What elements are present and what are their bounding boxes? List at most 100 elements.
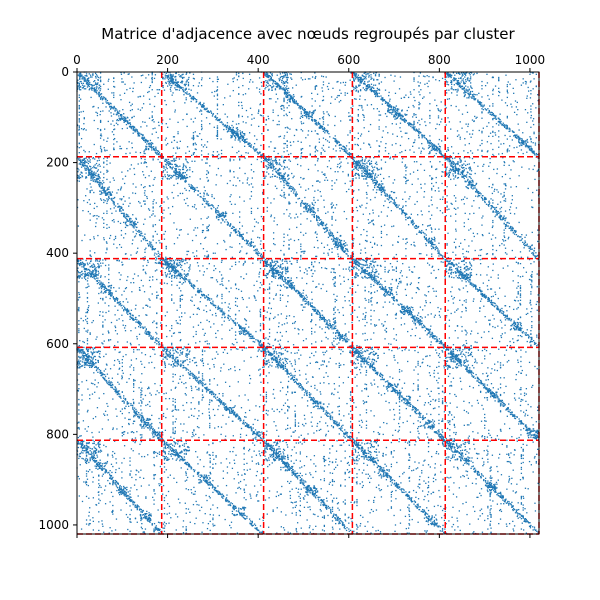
adjacency-point — [314, 190, 316, 192]
adjacency-point — [91, 175, 94, 177]
adjacency-point — [152, 246, 154, 248]
adjacency-point — [250, 212, 253, 215]
adjacency-point — [364, 76, 367, 79]
adjacency-point — [535, 73, 537, 75]
adjacency-point — [80, 74, 82, 76]
adjacency-point — [91, 189, 93, 191]
adjacency-point — [501, 152, 504, 155]
adjacency-point — [170, 82, 172, 85]
adjacency-point — [88, 77, 90, 79]
adjacency-point — [201, 229, 204, 232]
adjacency-point — [317, 121, 320, 123]
adjacency-point — [288, 91, 290, 94]
adjacency-point — [362, 113, 364, 116]
adjacency-point — [281, 81, 283, 84]
adjacency-point — [116, 141, 118, 143]
adjacency-point — [216, 108, 219, 110]
adjacency-point — [110, 198, 112, 200]
adjacency-point — [419, 72, 422, 74]
adjacency-point — [168, 178, 171, 180]
adjacency-point — [301, 114, 304, 117]
adjacency-point — [126, 220, 128, 222]
adjacency-point — [224, 97, 226, 99]
adjacency-point — [516, 134, 518, 136]
adjacency-point — [321, 125, 324, 128]
adjacency-point — [263, 81, 266, 83]
adjacency-point — [103, 219, 105, 221]
adjacency-point — [211, 195, 213, 198]
adjacency-point — [322, 84, 325, 86]
adjacency-point — [186, 197, 188, 200]
adjacency-point — [92, 174, 94, 176]
adjacency-point — [77, 74, 80, 76]
adjacency-point — [270, 202, 272, 204]
adjacency-point — [245, 253, 248, 255]
adjacency-point — [355, 85, 357, 88]
adjacency-point — [247, 143, 249, 145]
adjacency-point — [249, 198, 251, 200]
adjacency-point — [339, 89, 341, 91]
adjacency-point — [242, 237, 244, 239]
adjacency-point — [391, 111, 393, 114]
adjacency-point — [467, 152, 469, 154]
adjacency-point — [354, 87, 357, 90]
adjacency-point — [132, 183, 134, 185]
adjacency-point — [473, 99, 475, 101]
adjacency-point — [513, 131, 515, 133]
adjacency-point — [128, 73, 130, 75]
adjacency-point — [288, 215, 290, 217]
adjacency-point — [402, 116, 404, 118]
adjacency-point — [120, 99, 122, 101]
adjacency-point — [339, 147, 341, 149]
adjacency-point — [509, 130, 511, 132]
adjacency-point — [283, 236, 285, 239]
adjacency-point — [126, 89, 128, 91]
adjacency-point — [149, 146, 151, 148]
adjacency-point — [85, 129, 87, 131]
adjacency-point — [220, 152, 223, 155]
adjacency-point — [257, 153, 259, 155]
adjacency-point — [187, 161, 189, 164]
adjacency-point — [152, 225, 154, 228]
adjacency-point — [203, 105, 205, 107]
adjacency-point — [280, 87, 282, 89]
adjacency-point — [271, 160, 273, 162]
adjacency-point — [90, 176, 92, 179]
adjacency-point — [185, 202, 187, 205]
adjacency-point — [175, 163, 177, 166]
adjacency-point — [239, 233, 241, 235]
adjacency-point — [220, 215, 223, 217]
adjacency-point — [413, 78, 415, 80]
adjacency-point — [293, 188, 295, 190]
adjacency-point — [394, 106, 396, 109]
adjacency-point — [265, 123, 267, 126]
adjacency-point — [106, 102, 109, 104]
adjacency-point — [368, 73, 370, 75]
adjacency-point — [224, 113, 226, 115]
adjacency-point — [122, 203, 124, 205]
adjacency-point — [103, 222, 105, 224]
adjacency-point — [85, 176, 87, 178]
adjacency-point — [79, 80, 81, 83]
adjacency-point — [235, 130, 237, 133]
adjacency-point — [436, 148, 438, 151]
adjacency-point — [271, 79, 273, 81]
adjacency-point — [107, 191, 109, 194]
adjacency-point — [438, 123, 441, 126]
adjacency-point — [98, 176, 100, 178]
adjacency-point — [267, 85, 269, 88]
adjacency-point — [163, 201, 165, 203]
adjacency-point — [97, 76, 99, 79]
adjacency-point — [278, 171, 280, 174]
adjacency-point — [137, 135, 139, 137]
adjacency-point — [239, 158, 241, 160]
adjacency-point — [431, 146, 434, 148]
adjacency-point — [287, 181, 289, 184]
adjacency-point — [94, 202, 96, 205]
adjacency-point — [258, 77, 261, 79]
adjacency-point — [95, 178, 98, 181]
adjacency-point — [83, 85, 85, 87]
adjacency-point — [467, 79, 469, 81]
adjacency-point — [339, 150, 341, 152]
adjacency-point — [109, 181, 111, 183]
